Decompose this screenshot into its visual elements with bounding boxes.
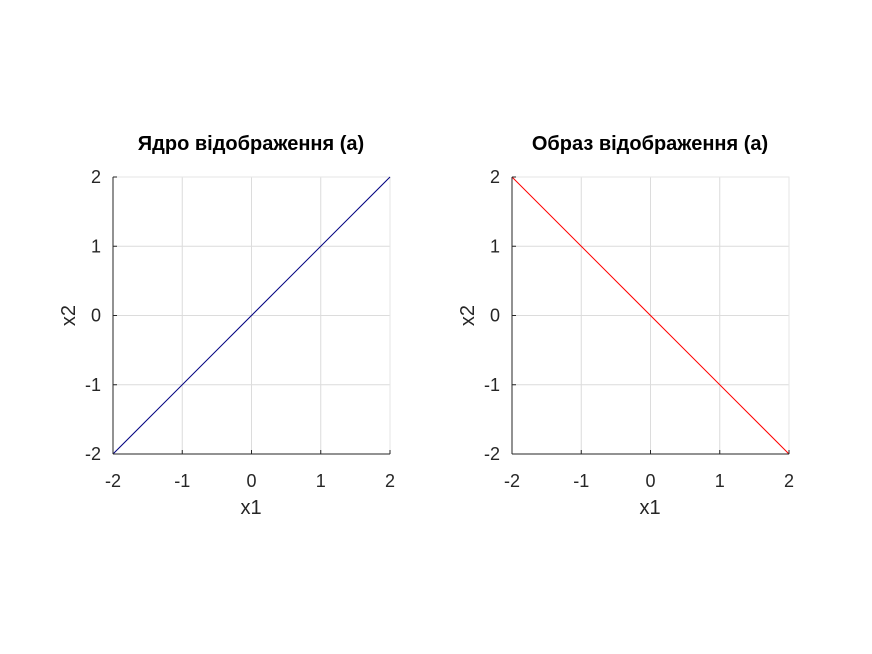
y-tick-label: 2 xyxy=(490,167,500,187)
tick-labels: -2 -1 0 1 2 -2 -1 0 1 2 xyxy=(85,167,395,491)
image-chart: -2 -1 0 1 2 -2 -1 0 1 2 Образ відображення (а) x1… xyxy=(457,133,794,519)
x-tick-label: 2 xyxy=(385,471,395,491)
chart-title: Ядро відображення (а) xyxy=(138,133,364,155)
y-tick-label: 2 xyxy=(91,167,101,187)
y-tick-label: 0 xyxy=(91,306,101,326)
x-tick-label: -1 xyxy=(174,471,190,491)
x-tick-label: -2 xyxy=(105,471,121,491)
x-tick-label: 1 xyxy=(316,471,326,491)
axes xyxy=(511,176,790,455)
x-tick-label: 2 xyxy=(784,471,794,491)
x-axis-label: x1 xyxy=(639,497,660,519)
x-tick-label: 1 xyxy=(715,471,725,491)
x-tick-label: 0 xyxy=(645,471,655,491)
x-tick-label: 0 xyxy=(246,471,256,491)
y-axis-label: x2 xyxy=(58,305,80,326)
tick-labels: -2 -1 0 1 2 -2 -1 0 1 2 xyxy=(484,167,794,491)
chart-title: Образ відображення (а) xyxy=(532,133,768,155)
y-tick-label: 1 xyxy=(490,236,500,256)
y-tick-label: -1 xyxy=(85,375,101,395)
axes xyxy=(112,176,391,455)
y-axis-label: x2 xyxy=(457,305,479,326)
y-tick-label: -1 xyxy=(484,375,500,395)
series-group xyxy=(511,176,790,455)
y-tick-label: 0 xyxy=(490,306,500,326)
series-line xyxy=(112,176,391,455)
series-group xyxy=(112,176,391,455)
x-tick-label: -1 xyxy=(573,471,589,491)
y-tick-label: -2 xyxy=(85,444,101,464)
y-tick-label: -2 xyxy=(484,444,500,464)
series-line xyxy=(511,176,790,455)
x-axis-label: x1 xyxy=(240,497,261,519)
y-tick-label: 1 xyxy=(91,236,101,256)
x-tick-label: -2 xyxy=(504,471,520,491)
